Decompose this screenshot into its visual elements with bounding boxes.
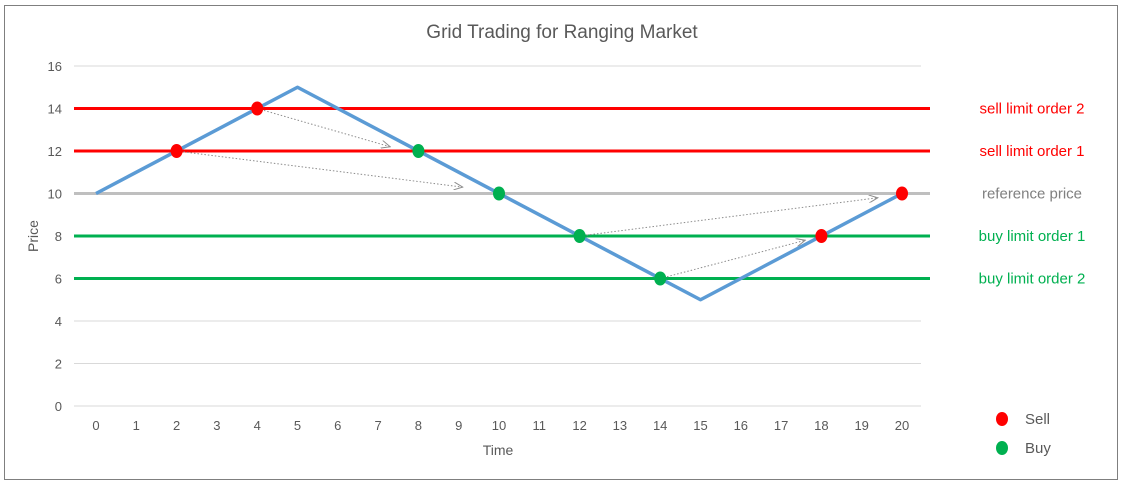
buy-marker bbox=[493, 186, 505, 201]
y-tick-label: 4 bbox=[55, 314, 62, 329]
x-tick-label: 15 bbox=[693, 418, 707, 433]
y-tick-label: 0 bbox=[55, 399, 62, 414]
y-tick-label: 6 bbox=[55, 272, 62, 287]
x-tick-label: 12 bbox=[572, 418, 586, 433]
sell-marker bbox=[170, 144, 183, 158]
y-tick-label: 14 bbox=[48, 102, 62, 117]
y-tick-label: 10 bbox=[48, 187, 62, 202]
x-tick-label: 9 bbox=[455, 418, 462, 433]
legend-label-sell: Sell bbox=[1025, 411, 1050, 428]
sell-marker bbox=[251, 101, 264, 116]
order-arrow bbox=[176, 150, 463, 187]
x-tick-label: 10 bbox=[492, 418, 506, 433]
level-label: buy limit order 1 bbox=[979, 228, 1086, 245]
x-tick-label: 2 bbox=[173, 418, 180, 433]
trade-markers bbox=[170, 101, 908, 286]
x-tick-label: 19 bbox=[854, 418, 868, 433]
x-tick-label: 13 bbox=[613, 418, 627, 433]
order-arrows bbox=[176, 108, 878, 279]
x-tick-label: 1 bbox=[133, 418, 140, 433]
level-label: reference price bbox=[982, 186, 1082, 203]
y-tick-label: 2 bbox=[55, 357, 62, 372]
legend-marker-buy bbox=[996, 441, 1008, 455]
chart-frame bbox=[4, 5, 1118, 480]
order-arrow bbox=[660, 240, 805, 279]
x-axis-ticks: 0 1 2 3 4 5 6 7 8 9 10 11 12 13 14 15 16 17 18 19 20 bbox=[92, 418, 909, 433]
x-tick-label: 7 bbox=[374, 418, 381, 433]
x-tick-label: 16 bbox=[734, 418, 748, 433]
y-tick-label: 12 bbox=[48, 144, 62, 159]
order-arrow bbox=[579, 198, 878, 237]
sell-marker bbox=[815, 229, 828, 243]
y-axis-ticks: 0 2 4 6 8 10 12 14 16 bbox=[48, 59, 62, 414]
order-arrow bbox=[257, 108, 390, 147]
level-label: sell limit order 2 bbox=[979, 101, 1084, 118]
level-label: sell limit order 1 bbox=[979, 143, 1084, 160]
x-tick-label: 5 bbox=[294, 418, 301, 433]
x-tick-label: 6 bbox=[334, 418, 341, 433]
level-labels: sell limit order 2 sell limit order 1 refe… bbox=[979, 101, 1086, 288]
sell-marker bbox=[896, 186, 908, 201]
buy-marker bbox=[573, 229, 586, 243]
x-axis-label: Time bbox=[483, 442, 514, 458]
x-tick-label: 18 bbox=[814, 418, 828, 433]
legend-marker-sell bbox=[996, 412, 1008, 426]
y-tick-label: 8 bbox=[55, 229, 62, 244]
x-tick-label: 3 bbox=[213, 418, 220, 433]
legend: Sell Buy bbox=[996, 411, 1051, 457]
x-tick-label: 8 bbox=[415, 418, 422, 433]
chart-title: Grid Trading for Ranging Market bbox=[426, 22, 698, 43]
x-tick-label: 17 bbox=[774, 418, 788, 433]
x-tick-label: 11 bbox=[533, 418, 547, 433]
x-tick-label: 4 bbox=[254, 418, 261, 433]
level-label: buy limit order 2 bbox=[979, 271, 1086, 288]
x-tick-label: 14 bbox=[653, 418, 667, 433]
y-axis-label: Price bbox=[25, 220, 41, 252]
buy-marker bbox=[412, 144, 425, 158]
x-tick-label: 0 bbox=[92, 418, 99, 433]
legend-label-buy: Buy bbox=[1025, 440, 1051, 457]
buy-marker bbox=[654, 271, 667, 286]
price-levels bbox=[74, 107, 930, 280]
x-tick-label: 20 bbox=[895, 418, 909, 433]
y-tick-label: 16 bbox=[48, 59, 62, 74]
